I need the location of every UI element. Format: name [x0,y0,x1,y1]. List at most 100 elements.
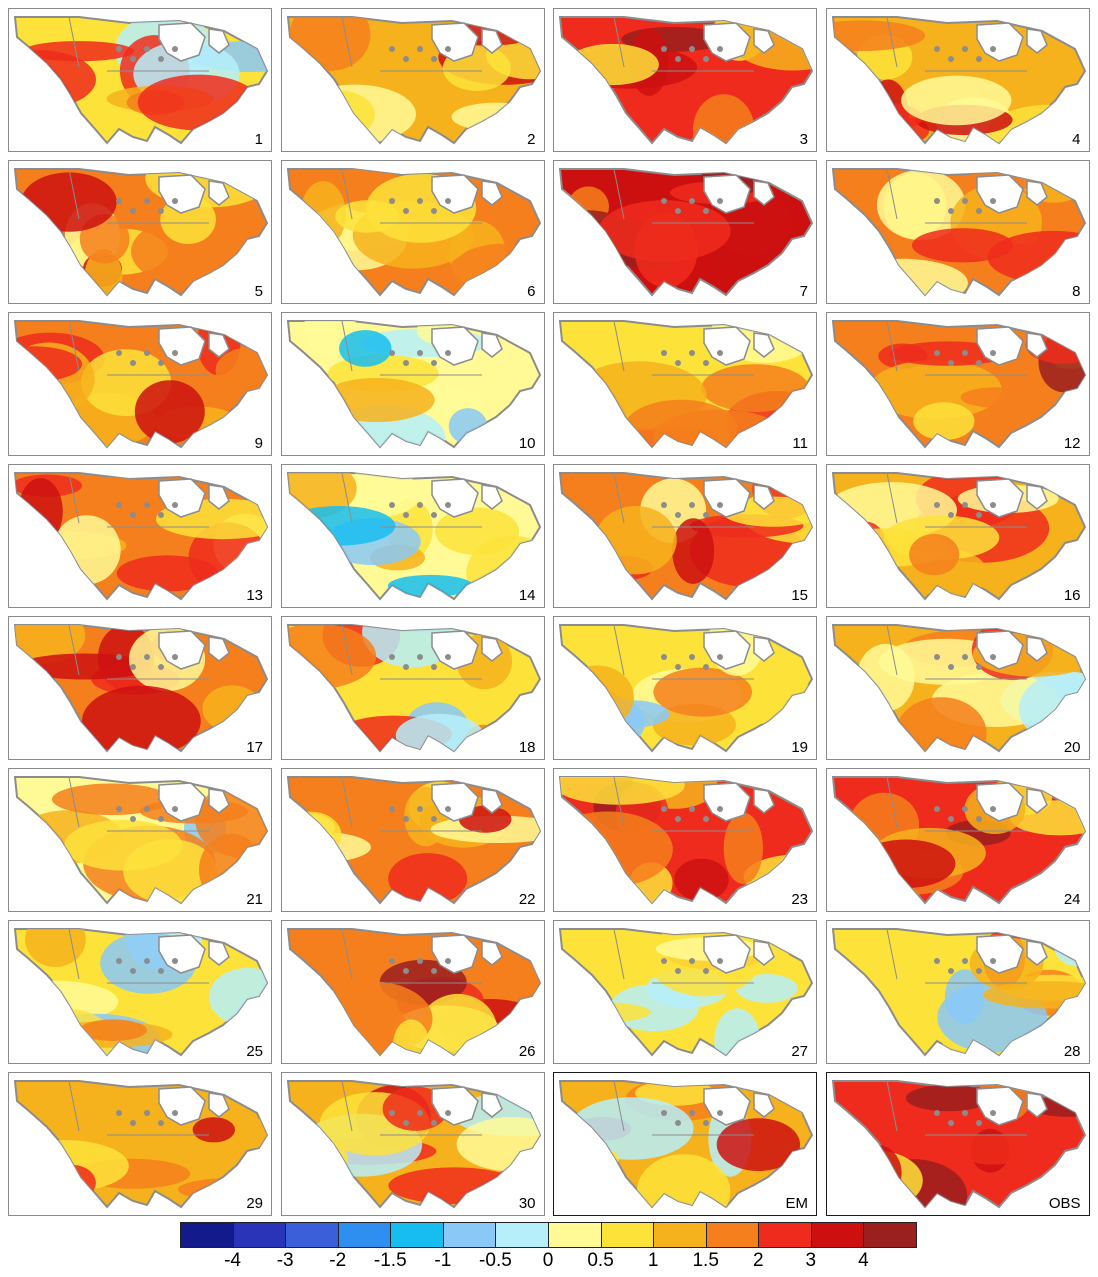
lake-shape [661,958,667,964]
ice-region [975,174,1024,214]
lake-shape [130,208,136,214]
ice-region [430,1086,479,1126]
lake-shape [430,816,437,822]
anomaly-region [313,999,410,1055]
lake-shape [689,198,695,204]
lake-shape [947,664,954,670]
border-line [613,776,625,828]
panel-label: 19 [791,739,808,756]
lake-shape [933,502,940,508]
map-panel: 5 [8,160,272,304]
lake-shape [172,502,178,508]
anomaly-region [911,228,1013,263]
ice-region [158,934,206,974]
lake-shape [144,654,150,660]
lake-shape [158,968,164,974]
border-line [341,168,352,220]
lake-shape [402,816,409,822]
lake-shape [975,816,982,822]
lake-shape [116,198,122,204]
lake-shape [661,46,667,52]
colorbar-box [442,1222,497,1248]
anomaly-region [595,506,677,575]
anomaly-region [387,1167,520,1204]
map-svg [831,624,1086,753]
ice-region [158,22,206,62]
ice-region [753,484,775,510]
anomaly-region [693,94,755,143]
anomaly-region [123,839,218,903]
anomaly-region [900,75,1011,126]
map-panel: 26 [280,920,545,1064]
lake-shape [717,350,723,356]
ice-region [1025,484,1048,510]
map-panel: 7 [553,160,817,304]
colorbar-box [180,1222,234,1248]
anomaly-region [451,102,540,132]
lake-shape [172,806,178,812]
lake-shape [961,958,968,964]
border-line [613,1080,625,1132]
map-svg [286,624,541,753]
lake-shape [444,1110,451,1116]
map-svg [286,472,541,601]
lake-shape [947,1120,954,1126]
ice-region [158,326,206,366]
ice-region [430,174,479,214]
lake-shape [116,502,122,508]
anomaly-region [387,853,467,903]
map-panel: OBS [825,1072,1090,1216]
panel-label: 13 [246,587,263,604]
lake-shape [989,654,996,660]
colorbar-tick-label: 1 [647,1250,659,1271]
panel-label: 16 [1063,587,1081,604]
lake-shape [416,654,423,660]
lake-shape [717,1110,723,1116]
ice-region [208,484,230,510]
lake-shape [703,664,709,670]
anomaly-region [47,1164,96,1201]
lake-shape [158,1120,164,1126]
lake-shape [975,56,982,62]
colorbar-tick-label: -1 [434,1250,452,1271]
colorbar-tick-label: -1.5 [373,1250,407,1271]
colorbar-box [337,1222,392,1248]
anomaly-region [289,17,370,71]
border-line [613,928,625,980]
border-line [68,624,80,676]
ice-region [480,28,503,54]
lake-shape [130,816,136,822]
lake-shape [989,806,996,812]
map-svg [13,928,269,1057]
lake-shape [703,968,709,974]
map-svg [13,624,269,753]
map-panel: EM [553,1072,817,1216]
map-panel: 15 [553,464,817,608]
map-svg [286,776,541,905]
colorbar-tick-label: 4 [858,1250,869,1271]
map-panel: 4 [825,8,1090,152]
border-line [613,16,625,68]
anomaly-region [99,473,143,516]
anomaly-region [653,409,787,447]
map-panel: 24 [825,768,1090,912]
panel-label: OBS [1048,1195,1081,1212]
lake-shape [947,512,954,518]
anomaly-region [287,1137,348,1181]
ice-region [975,478,1024,518]
lake-shape [144,198,150,204]
lake-shape [444,502,451,508]
ice-region [703,22,751,62]
border-line [341,16,352,68]
colorbar-tick-label: 3 [805,1250,817,1271]
ice-region [158,1086,206,1126]
colorbar-box [810,1222,865,1248]
lake-shape [416,806,423,812]
panel-label: 9 [254,435,263,452]
anomaly-region [908,533,959,576]
lake-shape [975,664,982,670]
panel-label: 5 [254,283,263,300]
border-line [886,928,897,980]
ice-region [158,630,206,670]
ice-region [208,28,230,54]
